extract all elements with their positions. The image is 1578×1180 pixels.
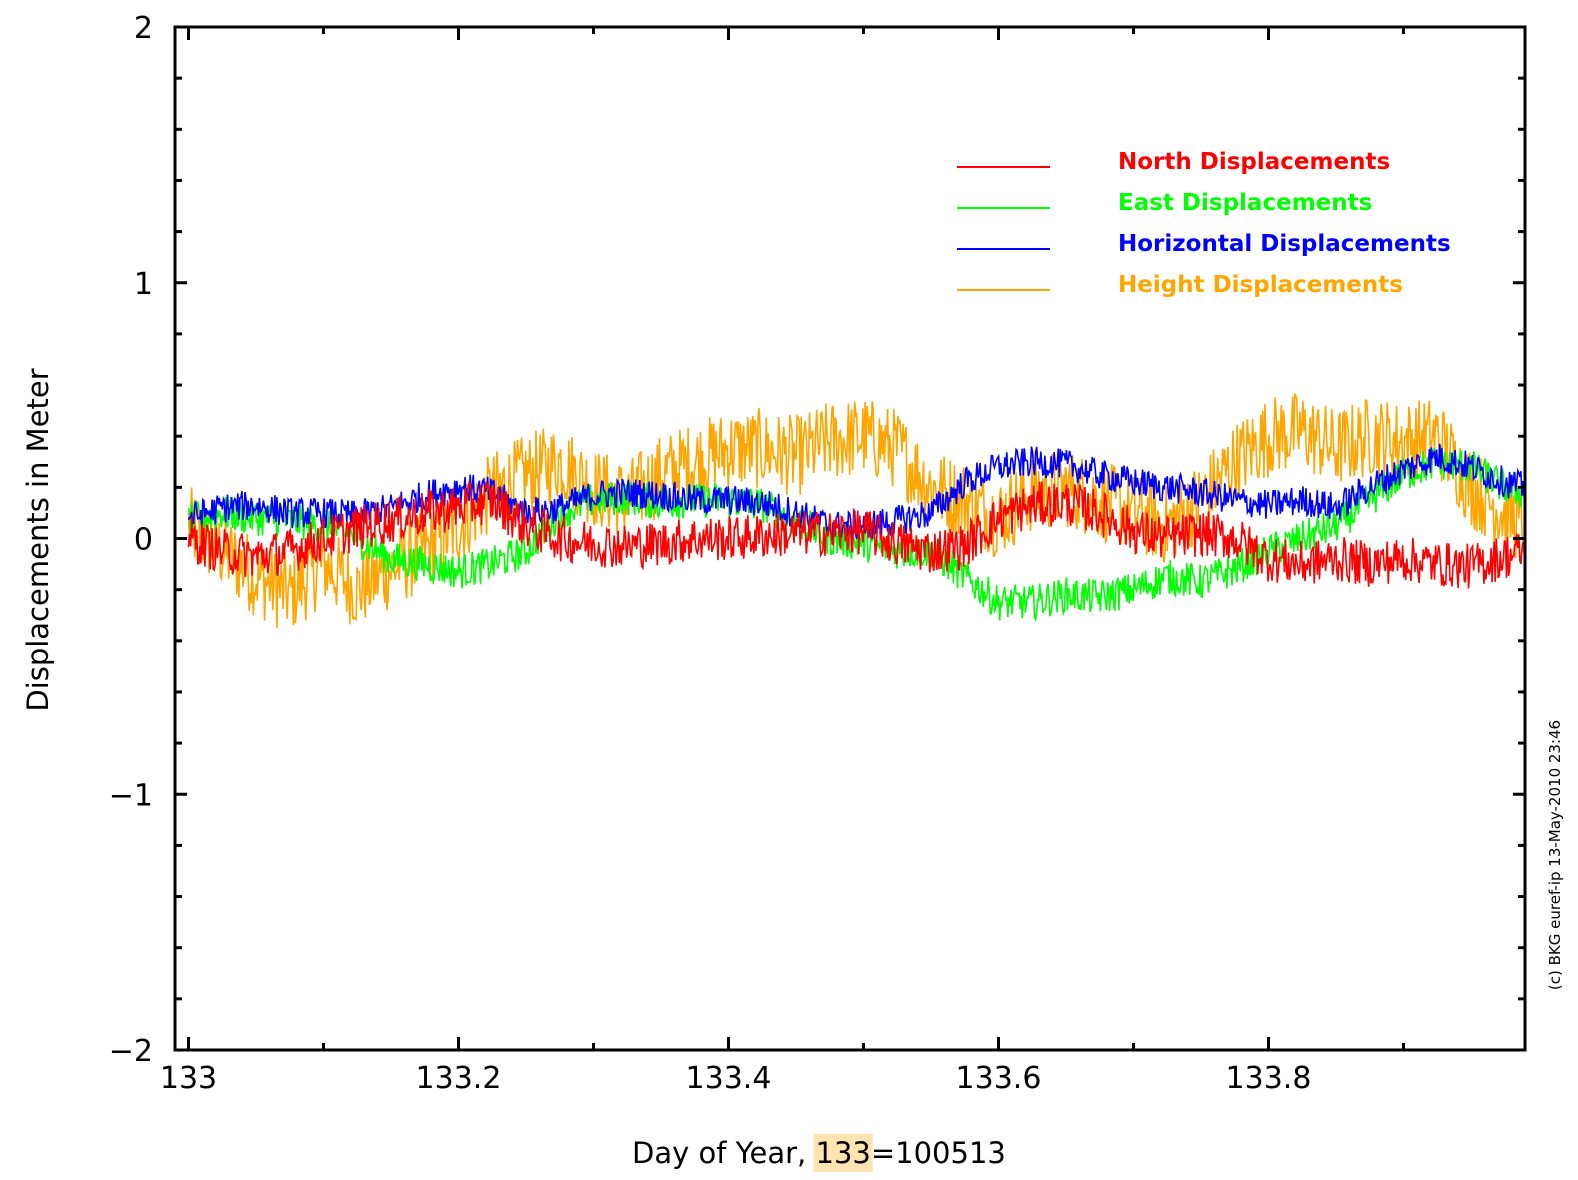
x-tick-label: 133.8 bbox=[1226, 1061, 1312, 1096]
x-axis-label-suffix: =100513 bbox=[871, 1136, 1006, 1170]
y-axis-label: Displacements in Meter bbox=[21, 368, 55, 711]
x-tick-label: 133.4 bbox=[686, 1061, 772, 1096]
x-axis-label-prefix: Day of Year, bbox=[632, 1136, 816, 1170]
y-tick-label: 2 bbox=[134, 11, 153, 46]
series-line-north bbox=[187, 479, 1526, 589]
axes-layer: −2 −1 0 1 2 133 133.2 133.4 133.6 133.8 bbox=[109, 11, 1527, 1096]
y-tick-label: 1 bbox=[134, 267, 153, 302]
x-tick-label: 133.6 bbox=[956, 1061, 1042, 1096]
x-axis-label-highlight: 133 bbox=[816, 1136, 871, 1170]
legend-label-north: North Displacements bbox=[1118, 149, 1390, 175]
x-axis-label-highlight-background bbox=[813, 1134, 873, 1172]
legend-label-height: Height Displacements bbox=[1118, 272, 1403, 298]
y-tick-label: −2 bbox=[109, 1034, 153, 1069]
legend: North Displacements East Displacements Hor… bbox=[957, 149, 1451, 298]
legend-label-horizontal: Horizontal Displacements bbox=[1118, 231, 1451, 257]
x-axis-label: Day of Year, 133=100513 bbox=[632, 1136, 1006, 1170]
series-layer bbox=[187, 393, 1526, 628]
y-tick-label: 0 bbox=[134, 523, 153, 558]
y-tick-label: −1 bbox=[109, 778, 153, 813]
x-tick-label: 133.2 bbox=[416, 1061, 502, 1096]
legend-label-east: East Displacements bbox=[1118, 190, 1372, 216]
credit-text: (c) BKG euref-ip 13-May-2010 23:46 bbox=[1546, 720, 1564, 990]
x-tick-label: 133 bbox=[160, 1061, 217, 1096]
series-line-horizontal bbox=[187, 443, 1526, 541]
